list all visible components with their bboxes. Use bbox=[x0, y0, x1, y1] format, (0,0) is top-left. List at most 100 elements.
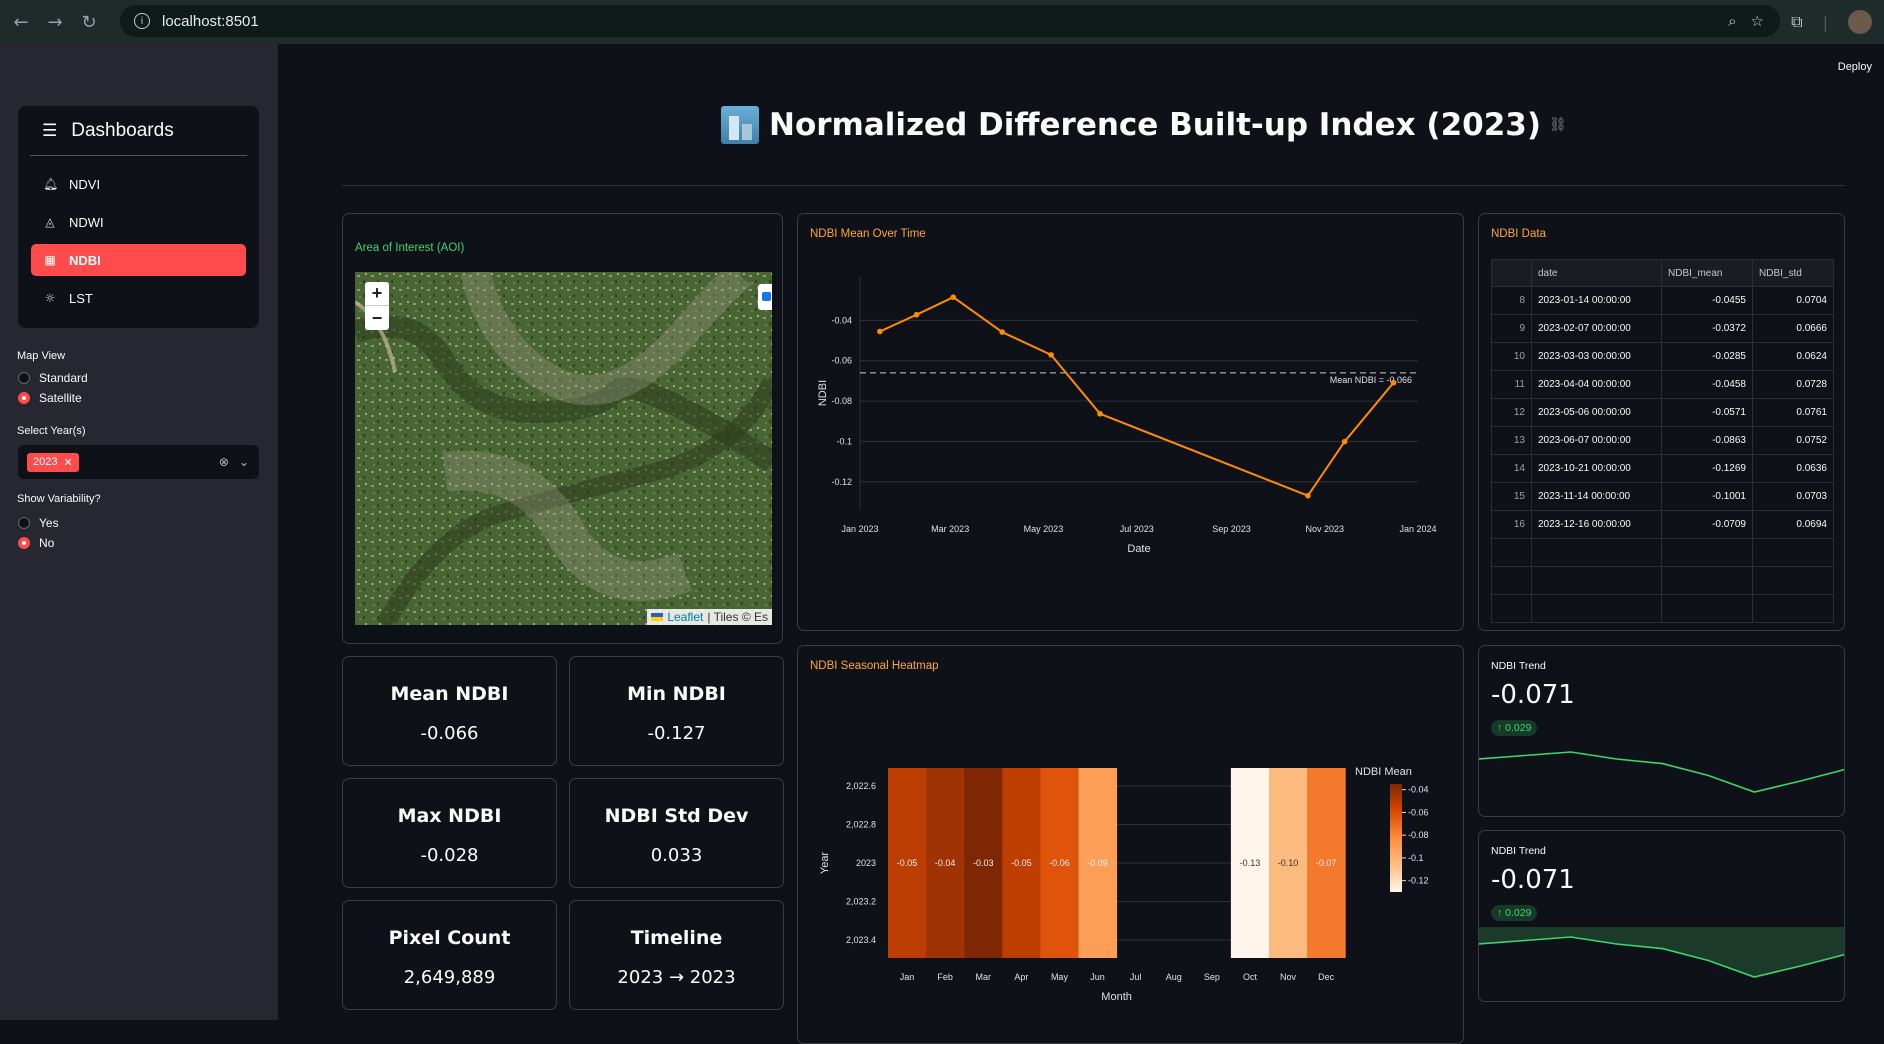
data-point[interactable] bbox=[1390, 379, 1397, 386]
mean-cell[interactable]: -0.0455 bbox=[1661, 286, 1753, 315]
radio-standard[interactable]: Standard bbox=[18, 371, 88, 385]
radio-button[interactable] bbox=[18, 372, 30, 384]
extensions-icon[interactable]: ⧉ bbox=[1791, 12, 1803, 31]
table-row[interactable]: 15 2023-11-14 00:00:00 -0.1001 0.0703 bbox=[1491, 482, 1834, 511]
column-header-date[interactable]: date bbox=[1531, 259, 1662, 287]
table-row[interactable]: 8 2023-01-14 00:00:00 -0.0455 0.0704 bbox=[1491, 286, 1834, 315]
mean-cell[interactable]: -0.1269 bbox=[1661, 454, 1753, 483]
row-index[interactable]: 9 bbox=[1491, 314, 1532, 343]
radio-button[interactable] bbox=[18, 537, 30, 549]
std-cell[interactable]: 0.0704 bbox=[1752, 286, 1834, 315]
table-row[interactable]: 16 2023-12-16 00:00:00 -0.0709 0.0694 bbox=[1491, 510, 1834, 539]
heatmap-cell[interactable] bbox=[1078, 768, 1118, 958]
zoom-in-button[interactable]: + bbox=[365, 282, 389, 306]
year-tag[interactable]: 2023 ✕ bbox=[27, 452, 79, 472]
link-icon[interactable]: ⛓ bbox=[1549, 117, 1567, 133]
column-header-std[interactable]: NDBI_std bbox=[1752, 259, 1834, 287]
row-index[interactable]: 15 bbox=[1491, 482, 1532, 511]
clear-icon[interactable]: ⊗ bbox=[218, 455, 229, 469]
radio-button[interactable] bbox=[18, 517, 30, 529]
table-row[interactable]: 9 2023-02-07 00:00:00 -0.0372 0.0666 bbox=[1491, 314, 1834, 343]
table-row[interactable]: 13 2023-06-07 00:00:00 -0.0863 0.0752 bbox=[1491, 426, 1834, 455]
heatmap-cell[interactable] bbox=[1002, 768, 1041, 958]
table-row[interactable]: 10 2023-03-03 00:00:00 -0.0285 0.0624 bbox=[1491, 342, 1834, 371]
sidebar-item-ndvi[interactable]: 🔔︎ NDVI bbox=[31, 168, 246, 200]
std-cell[interactable]: 0.0752 bbox=[1752, 426, 1834, 455]
data-point[interactable] bbox=[999, 329, 1005, 335]
deploy-button[interactable]: Deploy bbox=[1837, 61, 1872, 73]
date-cell[interactable]: 2023-12-16 00:00:00 bbox=[1531, 510, 1662, 539]
date-cell[interactable]: 2023-04-04 00:00:00 bbox=[1531, 370, 1662, 399]
radio-yes[interactable]: Yes bbox=[18, 516, 59, 530]
heatmap-cell[interactable] bbox=[1040, 768, 1079, 958]
table-row[interactable]: 14 2023-10-21 00:00:00 -0.1269 0.0636 bbox=[1491, 454, 1834, 483]
table-row[interactable]: 11 2023-04-04 00:00:00 -0.0458 0.0728 bbox=[1491, 370, 1834, 399]
date-cell[interactable]: 2023-11-14 00:00:00 bbox=[1531, 482, 1662, 511]
mean-cell[interactable]: -0.0458 bbox=[1661, 370, 1753, 399]
avatar[interactable] bbox=[1848, 10, 1872, 34]
std-cell[interactable]: 0.0666 bbox=[1752, 314, 1834, 343]
data-point[interactable] bbox=[1097, 410, 1103, 417]
table-row[interactable]: 12 2023-05-06 00:00:00 -0.0571 0.0761 bbox=[1491, 398, 1834, 427]
mean-cell[interactable]: -0.0285 bbox=[1661, 342, 1753, 371]
address-bar[interactable]: i localhost:8501 ⌕ ☆ bbox=[120, 5, 1780, 37]
data-point[interactable] bbox=[913, 311, 920, 318]
row-index[interactable]: 14 bbox=[1491, 454, 1532, 483]
radio-button[interactable] bbox=[18, 392, 30, 404]
std-cell[interactable]: 0.0636 bbox=[1752, 454, 1834, 483]
row-index[interactable]: 12 bbox=[1491, 398, 1532, 427]
radio-no[interactable]: No bbox=[18, 536, 54, 550]
date-cell[interactable]: 2023-06-07 00:00:00 bbox=[1531, 426, 1662, 455]
heatmap-cell[interactable] bbox=[1269, 768, 1308, 958]
std-cell[interactable]: 0.0728 bbox=[1752, 370, 1834, 399]
std-cell[interactable]: 0.0761 bbox=[1752, 398, 1834, 427]
ndbi-data-table[interactable]: date NDBI_mean NDBI_std 8 2023-01-14 00:0… bbox=[1491, 259, 1834, 623]
mean-cell[interactable]: -0.0372 bbox=[1661, 314, 1753, 343]
date-cell[interactable]: 2023-10-21 00:00:00 bbox=[1531, 454, 1662, 483]
star-icon[interactable]: ☆ bbox=[1750, 12, 1764, 30]
heatmap-cell[interactable] bbox=[888, 768, 927, 958]
heatmap-cell[interactable] bbox=[964, 768, 1003, 958]
tag-remove-icon[interactable]: ✕ bbox=[63, 456, 73, 469]
sidebar-item-ndwi[interactable]: ◬ NDWI bbox=[31, 206, 246, 238]
data-point[interactable] bbox=[1048, 352, 1054, 358]
data-point[interactable] bbox=[1341, 438, 1348, 445]
std-cell[interactable]: 0.0703 bbox=[1752, 482, 1834, 511]
mean-cell[interactable]: -0.0571 bbox=[1661, 398, 1753, 427]
std-cell[interactable]: 0.0694 bbox=[1752, 510, 1834, 539]
date-cell[interactable]: 2023-03-03 00:00:00 bbox=[1531, 342, 1662, 371]
leaflet-link[interactable]: Leaflet bbox=[667, 610, 704, 624]
data-point[interactable] bbox=[877, 328, 883, 335]
radio-satellite[interactable]: Satellite bbox=[18, 391, 82, 405]
row-index[interactable]: 16 bbox=[1491, 510, 1532, 539]
chevron-down-icon[interactable]: ⌄ bbox=[238, 455, 249, 469]
row-index[interactable]: 11 bbox=[1491, 370, 1532, 399]
satellite-map[interactable]: + − Leaflet | Tiles © Es bbox=[355, 272, 772, 625]
date-cell[interactable]: 2023-01-14 00:00:00 bbox=[1531, 286, 1662, 315]
sidebar-item-ndbi[interactable]: ▦ NDBI bbox=[31, 244, 246, 276]
column-header-index[interactable] bbox=[1491, 259, 1532, 287]
heatmap-cell[interactable] bbox=[1230, 768, 1270, 958]
layer-toggle-checkbox[interactable] bbox=[758, 284, 772, 310]
heatmap-cell[interactable] bbox=[1307, 768, 1346, 958]
row-index[interactable]: 13 bbox=[1491, 426, 1532, 455]
year-multiselect[interactable]: 2023 ✕ ⊗ ⌄ bbox=[18, 445, 259, 479]
zoom-out-button[interactable]: − bbox=[371, 307, 383, 328]
sidebar-item-lst[interactable]: ☼ LST bbox=[31, 282, 246, 314]
reload-icon[interactable]: ↻ bbox=[81, 11, 97, 33]
mean-cell[interactable]: -0.0709 bbox=[1661, 510, 1753, 539]
mean-cell[interactable]: -0.0863 bbox=[1661, 426, 1753, 455]
back-icon[interactable]: ← bbox=[13, 11, 29, 33]
info-icon[interactable]: i bbox=[134, 13, 150, 29]
date-cell[interactable]: 2023-05-06 00:00:00 bbox=[1531, 398, 1662, 427]
heatmap-cell[interactable] bbox=[926, 768, 965, 958]
zoom-icon[interactable]: ⌕ bbox=[1728, 12, 1737, 30]
data-point[interactable] bbox=[1305, 492, 1311, 499]
row-index[interactable]: 10 bbox=[1491, 342, 1532, 371]
forward-icon[interactable]: → bbox=[47, 11, 63, 33]
std-cell[interactable]: 0.0624 bbox=[1752, 342, 1834, 371]
data-point[interactable] bbox=[950, 294, 957, 300]
column-header-mean[interactable]: NDBI_mean bbox=[1661, 259, 1753, 287]
mean-cell[interactable]: -0.1001 bbox=[1661, 482, 1753, 511]
row-index[interactable]: 8 bbox=[1491, 286, 1532, 315]
